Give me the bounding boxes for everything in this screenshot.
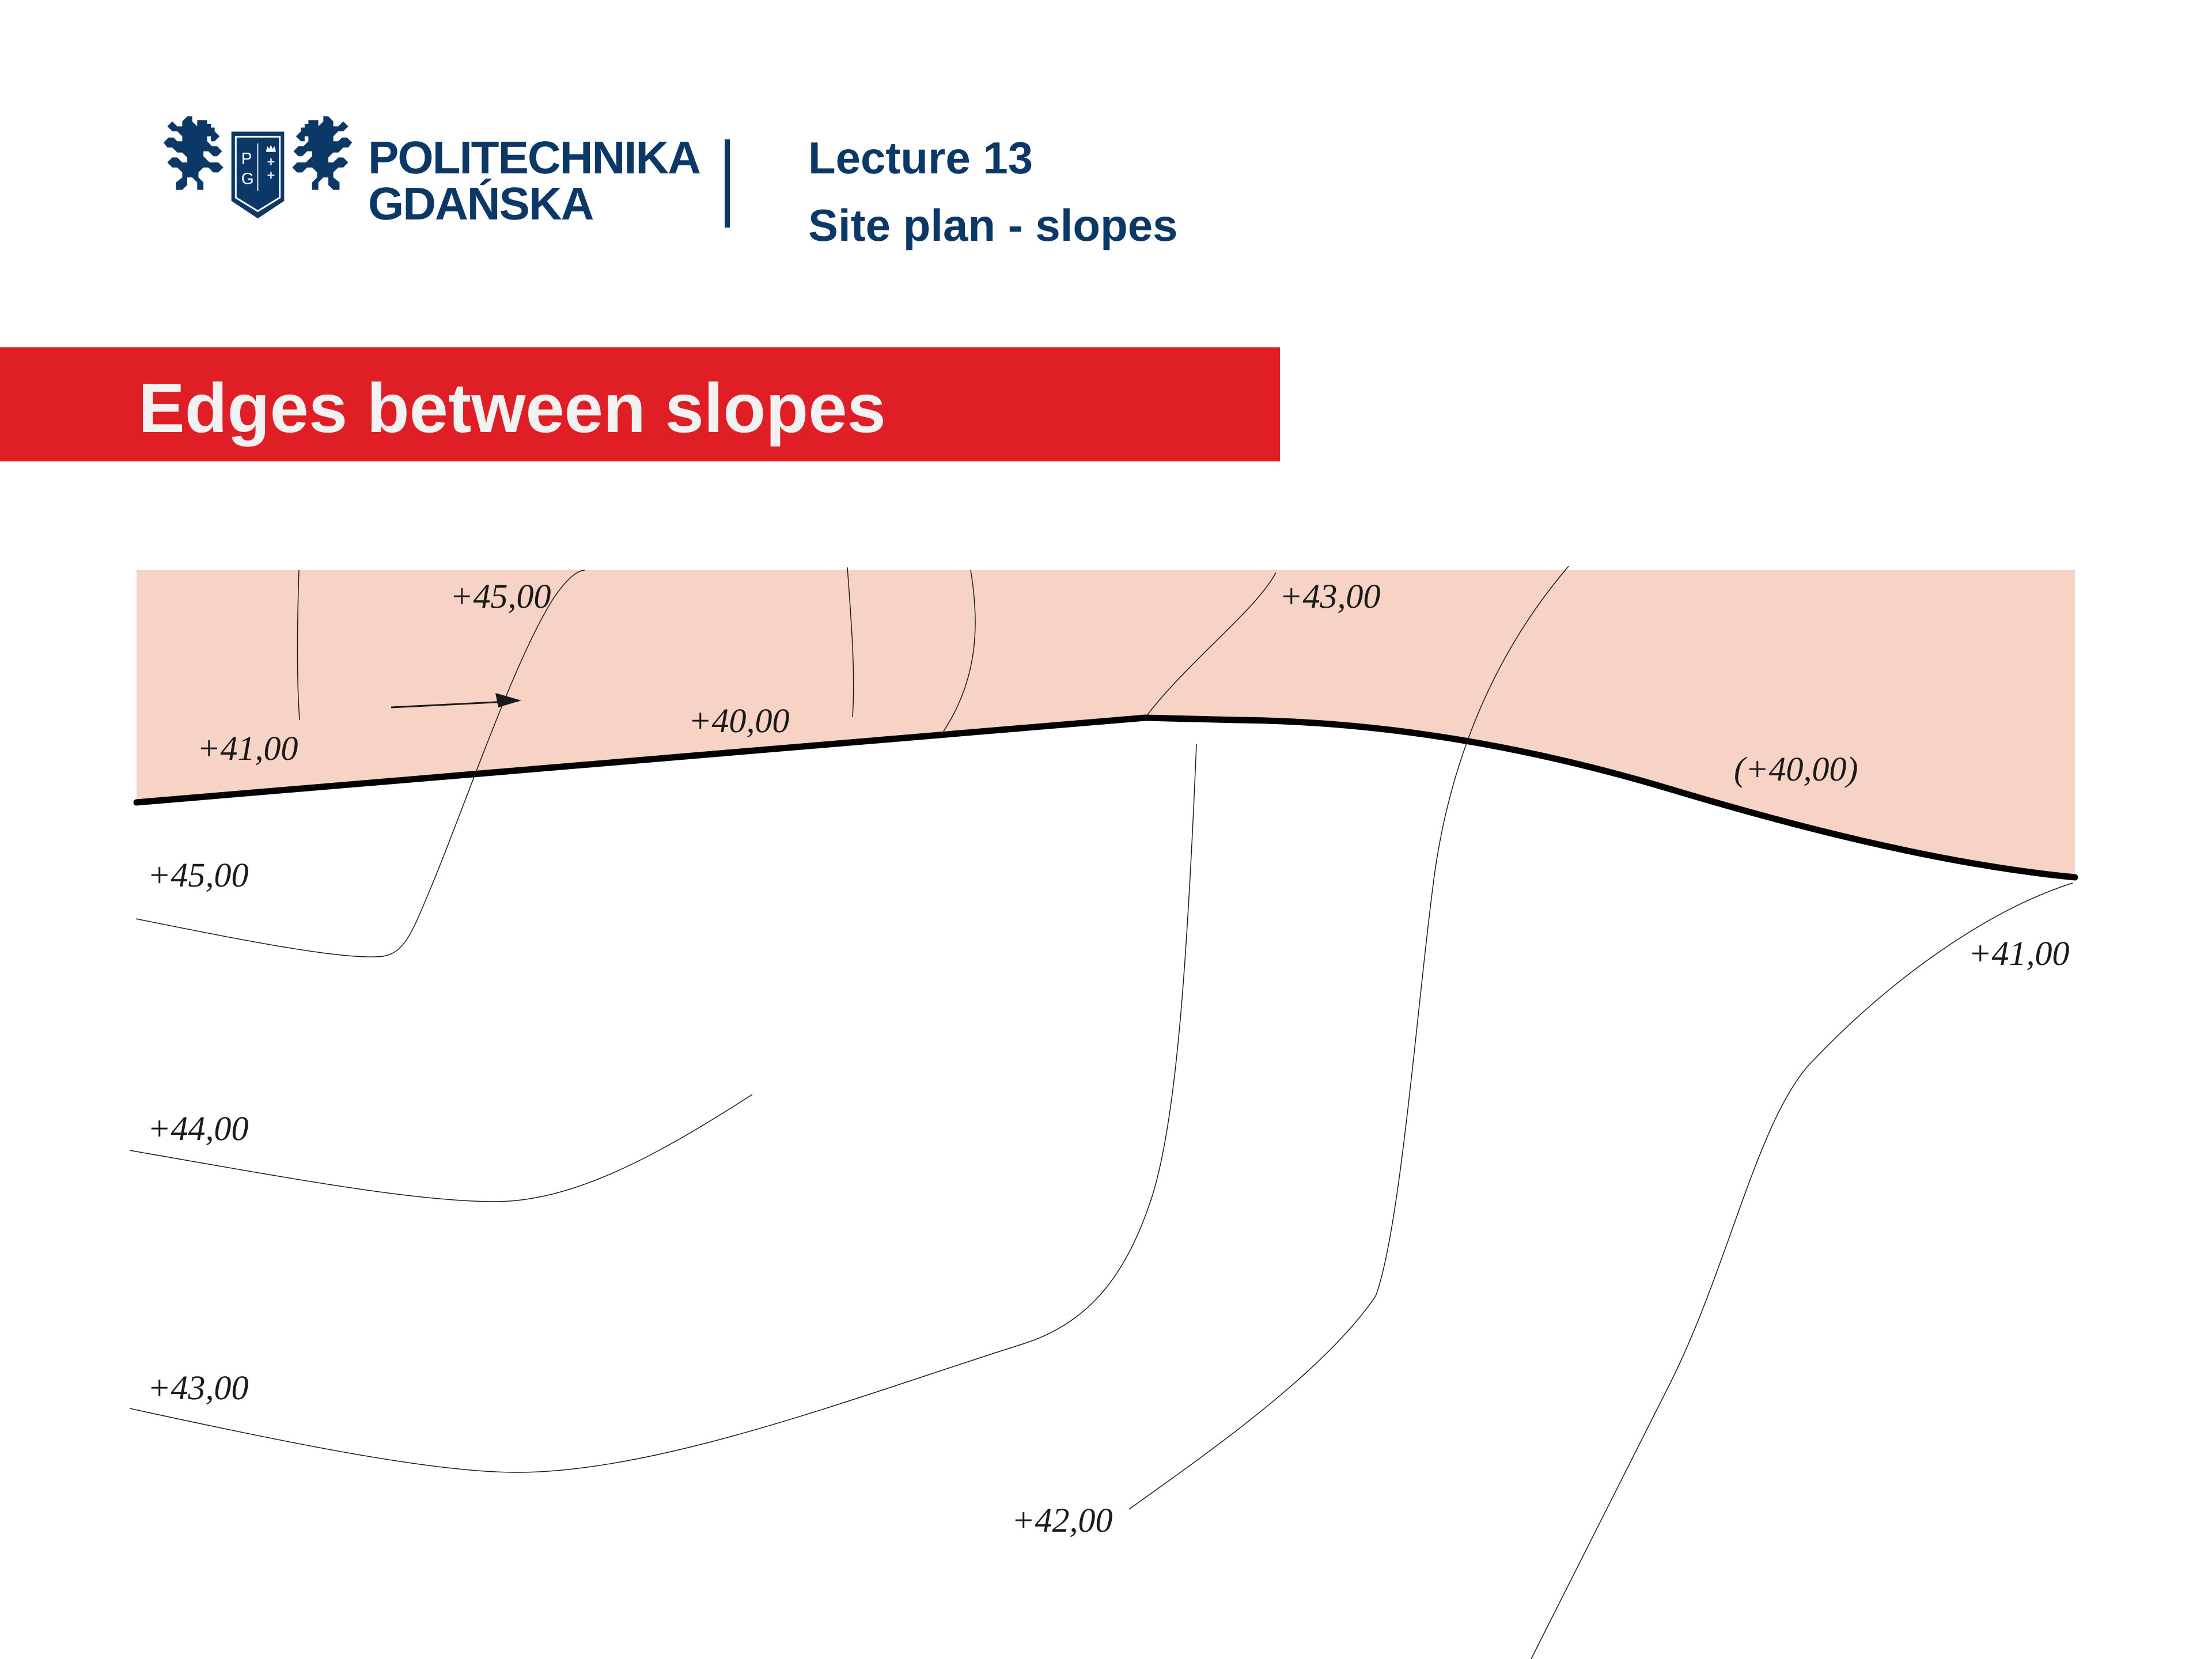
svg-text:+42,00: +42,00 [1012, 1501, 1113, 1539]
svg-text:+43,00: +43,00 [147, 1369, 249, 1407]
svg-text:+41,00: +41,00 [197, 729, 298, 767]
svg-text:+43,00: +43,00 [1279, 577, 1381, 615]
svg-text:+45,00: +45,00 [147, 856, 249, 894]
svg-text:+41,00: +41,00 [1968, 934, 2070, 972]
svg-text:+44,00: +44,00 [147, 1109, 249, 1147]
svg-text:(+40,00): (+40,00) [1734, 750, 1858, 788]
svg-text:+40,00: +40,00 [688, 702, 790, 740]
svg-text:+45,00: +45,00 [450, 577, 551, 615]
